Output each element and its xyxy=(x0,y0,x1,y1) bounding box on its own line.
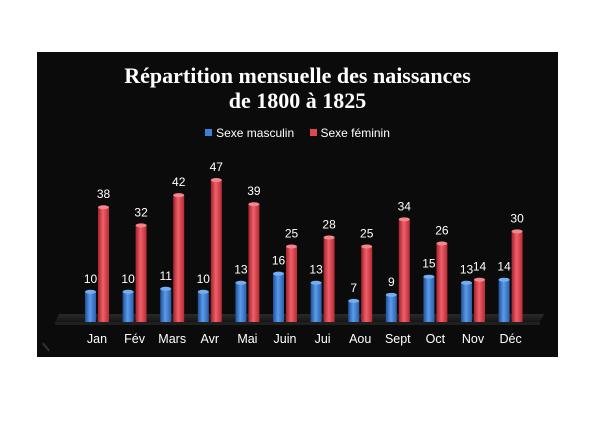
chart-panel: Répartition mensuelle des naissances de … xyxy=(37,52,558,357)
data-label-female-Aou: 25 xyxy=(360,227,374,241)
bar-top-male-Fév xyxy=(122,289,134,294)
x-tick-Jui: Jui xyxy=(315,332,331,346)
bar-male-Mai xyxy=(235,282,247,322)
bar-top-male-Jan xyxy=(85,289,96,294)
x-tick-Aou: Aou xyxy=(349,332,371,346)
bar-female-Avr xyxy=(210,180,222,322)
data-label-female-Avr: 47 xyxy=(210,160,224,174)
bar-top-female-Sept xyxy=(398,217,410,222)
bar-top-male-Sept xyxy=(385,292,397,297)
bar-top-male-Mai xyxy=(235,280,247,285)
data-label-female-Jui: 28 xyxy=(322,217,336,231)
bar-female-Déc xyxy=(511,231,523,322)
data-label-male-Nov: 13 xyxy=(460,263,474,277)
bar-top-male-Avr xyxy=(197,289,209,294)
legend-label-female: Sexe féminin xyxy=(320,126,390,140)
legend-swatch-female xyxy=(309,129,317,136)
legend-entry-male: Sexe masculin xyxy=(205,126,294,140)
bar-male-Aou xyxy=(348,300,360,322)
bar-male-Fév xyxy=(122,291,134,322)
bar-male-Mars xyxy=(160,288,172,322)
data-label-male-Jui: 13 xyxy=(309,263,323,277)
bar-top-male-Déc xyxy=(498,277,510,282)
chart-floor-edge xyxy=(55,322,540,325)
data-label-female-Mai: 39 xyxy=(247,184,261,198)
legend-swatch-male xyxy=(205,129,213,136)
data-label-male-Déc: 14 xyxy=(497,260,511,274)
bar-male-Juin xyxy=(273,273,284,322)
data-label-female-Sept: 34 xyxy=(398,199,412,213)
bar-male-Nov xyxy=(461,282,472,322)
data-label-male-Avr: 10 xyxy=(197,272,211,286)
bar-top-female-Jan xyxy=(98,205,109,210)
x-tick-Juin: Juin xyxy=(274,332,297,346)
legend-label-male: Sexe masculin xyxy=(216,126,295,140)
bar-top-male-Aou xyxy=(348,298,360,303)
bar-male-Oct xyxy=(423,276,435,322)
bar-top-female-Mai xyxy=(248,202,260,207)
bar-top-female-Oct xyxy=(436,241,448,246)
bar-male-Jui xyxy=(310,282,322,322)
bar-top-male-Mars xyxy=(160,286,172,291)
x-tick-Jan: Jan xyxy=(87,332,107,346)
bar-top-female-Fév xyxy=(135,223,147,228)
bar-female-Aou xyxy=(361,246,373,322)
bar-top-female-Nov xyxy=(474,277,485,282)
bar-male-Avr xyxy=(197,291,209,322)
bar-female-Juin xyxy=(286,246,297,322)
bar-female-Jui xyxy=(323,237,335,322)
chart-title-line-1: Répartition mensuelle des naissances xyxy=(124,63,471,88)
legend-entry-female: Sexe féminin xyxy=(309,126,390,140)
bar-female-Mai xyxy=(248,204,260,322)
data-label-female-Mars: 42 xyxy=(172,175,186,189)
x-tick-Mars: Mars xyxy=(158,332,186,346)
data-label-female-Oct: 26 xyxy=(435,223,449,237)
bar-female-Jan xyxy=(98,207,109,322)
data-label-male-Juin: 16 xyxy=(272,254,286,268)
x-tick-Avr: Avr xyxy=(201,332,220,346)
bar-top-female-Avr xyxy=(210,178,222,183)
bar-top-male-Juin xyxy=(273,271,284,276)
bar-top-male-Jui xyxy=(310,280,322,285)
bar-female-Nov xyxy=(474,279,485,322)
data-label-female-Nov: 14 xyxy=(473,260,487,274)
data-label-male-Mai: 13 xyxy=(234,263,248,277)
bar-male-Jan xyxy=(85,291,96,322)
data-label-female-Juin: 25 xyxy=(285,227,299,241)
x-tick-Mai: Mai xyxy=(237,332,257,346)
bar-top-female-Déc xyxy=(511,229,523,234)
bar-male-Déc xyxy=(498,279,510,322)
chart-bars xyxy=(85,178,523,322)
data-label-male-Jan: 10 xyxy=(84,272,98,286)
x-tick-Oct: Oct xyxy=(426,332,446,346)
bar-female-Mars xyxy=(173,195,185,322)
data-label-male-Oct: 15 xyxy=(422,257,436,271)
bar-male-Sept xyxy=(385,294,397,322)
data-label-male-Fév: 10 xyxy=(121,272,135,286)
bar-top-male-Nov xyxy=(461,280,472,285)
bar-top-female-Aou xyxy=(361,244,373,249)
data-label-male-Aou: 7 xyxy=(350,281,357,295)
bar-top-female-Mars xyxy=(173,193,185,198)
bar-top-female-Juin xyxy=(286,244,297,249)
chart-data-labels: 10 38 10 32 11 42 10 47 13 39 16 25 13 28 7 25 9 34 15 26 13… xyxy=(84,160,524,295)
x-tick-Déc: Déc xyxy=(499,332,521,346)
x-tick-Nov: Nov xyxy=(462,332,485,346)
chart-x-tick-labels: Jan Fév Mars Avr Mai Juin Jui Aou Sept Oct Nov Déc xyxy=(87,332,522,346)
chart-plot: 10 38 10 32 11 42 10 47 13 39 16 25 13 28 7 25 9 34 15 26 13… xyxy=(55,160,544,346)
data-label-male-Mars: 11 xyxy=(159,269,172,283)
bar-top-female-Jui xyxy=(323,235,335,240)
chart-legend: Sexe masculin Sexe féminin xyxy=(37,126,558,140)
data-label-female-Fév: 32 xyxy=(134,205,148,219)
x-tick-Sept: Sept xyxy=(385,332,411,346)
bar-female-Fév xyxy=(135,225,147,322)
bar-female-Sept xyxy=(398,219,410,322)
data-label-female-Déc: 30 xyxy=(510,211,524,225)
data-label-female-Jan: 38 xyxy=(97,187,111,201)
chart-title-line-2: de 1800 à 1825 xyxy=(228,88,367,113)
data-label-male-Sept: 9 xyxy=(388,275,395,289)
x-tick-Fév: Fév xyxy=(124,332,146,346)
bar-female-Oct xyxy=(436,243,448,322)
bar-top-male-Oct xyxy=(423,274,435,279)
